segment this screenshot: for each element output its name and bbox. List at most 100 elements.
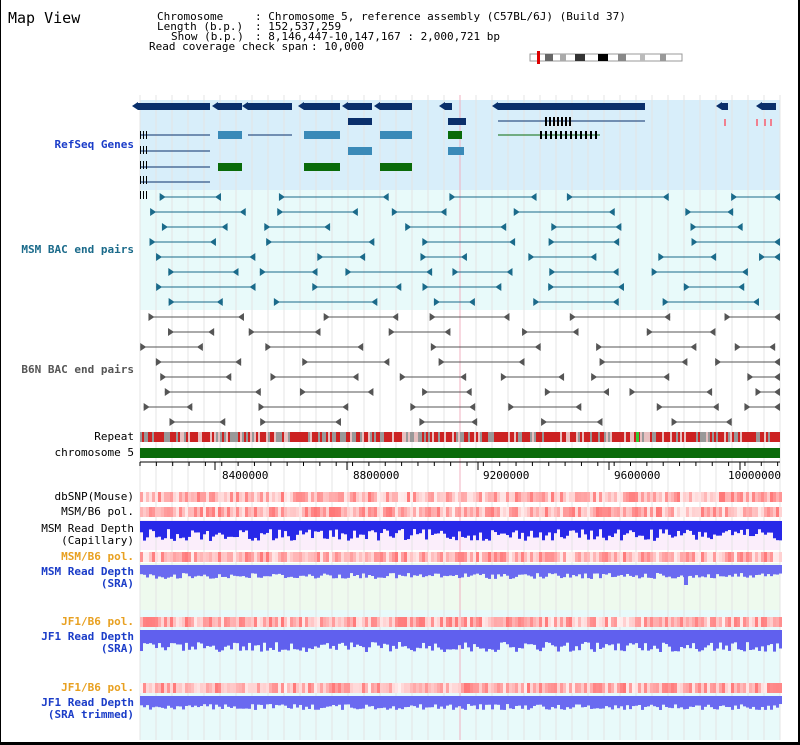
msm-pol-strip-2 [308, 552, 311, 562]
repeat-segment [666, 432, 668, 442]
jf1-pol-strip [476, 617, 479, 627]
dbsnp-strip [290, 492, 293, 502]
msm-depth-sra-bar [443, 565, 446, 576]
dbsnp-strip [320, 492, 323, 502]
msm-depth-capillary-bar [290, 521, 293, 541]
dbsnp-strip [221, 492, 224, 502]
msm-depth-sra-bar [242, 565, 245, 577]
b6n-bac-end [265, 343, 272, 351]
repeat-segment [378, 432, 380, 442]
jf1-depth-trimmed-bar [749, 696, 752, 709]
msm-depth-sra-bar [182, 565, 185, 574]
jf1-depth-trimmed-bar [275, 696, 278, 705]
msm-depth-sra-bar [338, 565, 341, 575]
repeat-segment [162, 432, 164, 442]
track-label-b6n-bac[interactable]: B6N BAC end pairs [21, 363, 134, 376]
repeat-segment [474, 432, 476, 442]
jf1-depth-trimmed-bar [716, 696, 719, 710]
jf1-pol-strip [191, 617, 194, 627]
dbsnp-strip [206, 492, 209, 502]
refseq-strand [374, 102, 380, 110]
dbsnp-strip [680, 492, 683, 502]
jf1-depth-trimmed-bar [416, 696, 419, 708]
msm-pol-strip [176, 507, 179, 517]
msm-pol-strip-2 [569, 552, 572, 562]
repeat-segment [574, 432, 576, 442]
msm-depth-sra-bar [617, 565, 620, 576]
dbsnp-strip [569, 492, 572, 502]
b6n-bac-end [169, 418, 176, 426]
jf1-depth-trimmed-bar [200, 696, 203, 707]
jf1-pol-strip [533, 617, 536, 627]
msm-pol-strip-2 [176, 552, 179, 562]
jf1-depth-trimmed-bar [446, 696, 449, 706]
jf1-pol-strip-2 [311, 683, 314, 693]
b6n-bac-end [599, 358, 606, 366]
msm-pol-strip [389, 507, 392, 517]
repeat-segment [520, 432, 522, 442]
b6n-bac-end [646, 328, 653, 336]
dbsnp-strip [359, 492, 362, 502]
jf1-depth-sra-bar [173, 630, 176, 644]
jf1-depth-trimmed-bar [221, 696, 224, 709]
msm-depth-sra-bar [248, 565, 251, 578]
msm-pol-strip [245, 507, 248, 517]
repeat-segment [214, 432, 216, 442]
msm-pol-strip [209, 507, 212, 517]
jf1-pol-strip-2 [617, 683, 620, 693]
jf1-depth-trimmed-bar [368, 696, 371, 707]
msm-bac-end [683, 283, 690, 291]
msm-pol-strip [434, 507, 437, 517]
jf1-depth-sra-bar [530, 630, 533, 645]
msm-pol-strip [488, 507, 491, 517]
jf1-pol-strip-2 [284, 683, 287, 693]
repeat-segment [266, 432, 268, 442]
msm-bac-end [612, 268, 619, 276]
msm-depth-sra-bar [173, 565, 176, 575]
jf1-depth-sra-bar [368, 630, 371, 648]
jf1-pol-strip [158, 617, 161, 627]
msm-depth-sra-bar [689, 565, 692, 576]
track-label-refseq[interactable]: RefSeq Genes [54, 138, 134, 151]
jf1-depth-sra-bar [626, 630, 629, 646]
msm-depth-capillary-bar [629, 521, 632, 531]
msm-pol-strip-2 [515, 552, 518, 562]
msm-pol-strip-2 [647, 552, 650, 562]
jf1-pol-strip [209, 617, 212, 627]
repeat-segment [674, 432, 676, 442]
dbsnp-strip [455, 492, 458, 502]
dbsnp-strip [269, 492, 272, 502]
msm-pol-strip [185, 507, 188, 517]
jf1-pol-strip [380, 617, 383, 627]
track-label-msm-bac[interactable]: MSM BAC end pairs [21, 243, 134, 256]
msm-depth-capillary-bar [626, 521, 629, 534]
jf1-pol-strip-2 [155, 683, 158, 693]
dbsnp-strip [155, 492, 158, 502]
jf1-pol-strip-2 [728, 683, 731, 693]
track-label-jf1-pol-1: JF1/B6 pol. [61, 615, 134, 628]
msm-depth-sra-bar [263, 565, 266, 577]
msm-pol-strip-2 [527, 552, 530, 562]
repeat-segment [490, 432, 492, 442]
dbsnp-strip [491, 492, 494, 502]
jf1-depth-sra-bar [218, 630, 221, 652]
jf1-pol-strip-2 [209, 683, 212, 693]
msm-depth-capillary-bar [611, 521, 614, 538]
msm-depth-capillary-bar [386, 521, 389, 531]
dbsnp-strip [251, 492, 254, 502]
msm-depth-capillary-bar [509, 521, 512, 538]
msm-depth-capillary-bar [455, 521, 458, 541]
jf1-pol-strip [410, 617, 413, 627]
msm-depth-capillary-bar [524, 521, 527, 541]
msm-pol-strip [158, 507, 161, 517]
repeat-segment [348, 432, 350, 442]
jf1-pol-strip-2 [356, 683, 359, 693]
msm-pol-strip [596, 507, 599, 517]
msm-bac-end [449, 193, 456, 201]
msm-pol-strip [407, 507, 410, 517]
msm-depth-capillary-bar [488, 521, 491, 541]
jf1-depth-sra-bar [203, 630, 206, 649]
msm-depth-capillary-bar [317, 521, 320, 532]
msm-pol-strip-2 [554, 552, 557, 562]
